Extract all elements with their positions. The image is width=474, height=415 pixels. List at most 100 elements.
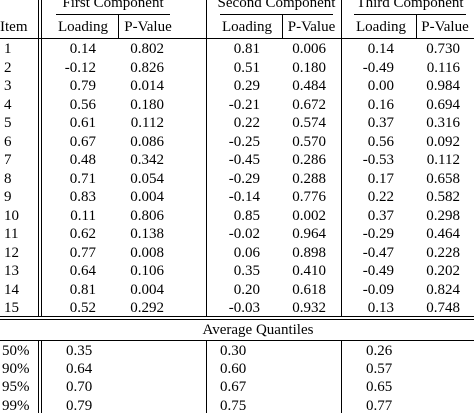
loading-value: 0.13: [367, 300, 394, 316]
quantile-value: 0.35: [66, 343, 93, 359]
p-value: 0.748: [426, 300, 460, 316]
group-underline: [354, 14, 466, 15]
p-value: 0.006: [292, 41, 326, 57]
loading-value: 0.83: [69, 189, 96, 205]
quantile-value: 0.77: [366, 397, 393, 414]
subcol-rule: [416, 14, 417, 38]
item-column-rule-lower-2: [41, 340, 42, 413]
p-value: 0.484: [292, 78, 326, 94]
loading-value: 0.06: [233, 244, 260, 261]
p-value: 0.180: [292, 59, 326, 76]
p-value: 0.802: [130, 41, 164, 57]
p-value: 0.298: [426, 207, 460, 224]
item-number: 1: [4, 41, 12, 57]
p-value: 0.806: [130, 207, 164, 224]
quantile-label: 90%: [2, 361, 30, 378]
item-column-rule-2: [41, 0, 42, 317]
loading-value: -0.47: [362, 244, 394, 261]
loading-value: 0.20: [233, 281, 260, 298]
loading-value: -0.02: [228, 226, 260, 242]
loading-value: -0.21: [228, 96, 260, 113]
p-value: 0.008: [130, 244, 164, 261]
group-underline: [56, 14, 170, 15]
group-header: Third Component: [356, 0, 464, 11]
loading-value: -0.12: [64, 59, 96, 76]
loading-value: -0.25: [228, 133, 260, 150]
p-value: 0.694: [426, 96, 460, 113]
p-value: 0.228: [426, 244, 460, 261]
p-value: 0.984: [426, 78, 460, 94]
quantile-value: 0.57: [366, 361, 393, 378]
item-number: 10: [4, 207, 19, 224]
loading-value: 0.37: [367, 115, 394, 131]
item-number: 7: [4, 152, 12, 168]
p-value: 0.316: [426, 115, 460, 131]
loading-value: -0.09: [362, 281, 394, 298]
p-value: 0.004: [130, 281, 164, 298]
loading-value: 0.56: [367, 133, 394, 150]
item-header: Item: [0, 19, 28, 35]
loading-value: 0.00: [367, 78, 394, 94]
loading-value: 0.22: [367, 189, 394, 205]
item-number: 14: [4, 281, 19, 298]
group-underline: [220, 14, 333, 15]
loading-value: 0.48: [69, 152, 96, 168]
p-value: 0.932: [292, 300, 326, 316]
loading-value: 0.37: [367, 207, 394, 224]
loading-value: 0.35: [233, 263, 260, 279]
column-header: P-Value: [421, 19, 469, 35]
group-header: First Component: [62, 0, 164, 11]
p-value: 0.570: [292, 133, 326, 150]
item-column-rule-lower: [38, 340, 39, 413]
subcol-rule: [282, 14, 283, 38]
p-value: 0.092: [426, 133, 460, 150]
loading-value: -0.53: [362, 152, 394, 168]
p-value: 0.776: [292, 189, 326, 205]
group-rule-2-lower: [341, 340, 342, 413]
group-rule-lower: [206, 340, 207, 413]
p-value: 0.288: [292, 170, 326, 187]
p-value: 0.116: [426, 59, 460, 76]
item-number: 13: [4, 263, 19, 279]
loading-value: -0.03: [228, 300, 260, 316]
section-rule-top-2: [0, 319, 474, 320]
group-rule-2: [341, 0, 342, 317]
loading-value: 0.14: [367, 41, 394, 57]
section-rule-top: [0, 316, 474, 317]
p-value: 0.286: [292, 152, 326, 168]
quantile-value: 0.70: [66, 379, 93, 396]
loading-value: 0.81: [69, 281, 96, 298]
item-column-rule: [38, 0, 39, 317]
column-header: P-Value: [287, 19, 336, 35]
quantile-label: 50%: [2, 343, 30, 359]
item-number: 4: [4, 96, 12, 113]
p-value: 0.180: [130, 96, 164, 113]
item-number: 5: [4, 115, 12, 131]
p-value: 0.054: [130, 170, 164, 187]
p-value: 0.730: [426, 41, 460, 57]
p-value: 0.292: [130, 300, 164, 316]
quantile-label: 95%: [2, 379, 30, 396]
p-value: 0.964: [292, 226, 326, 242]
p-value: 0.086: [130, 133, 164, 150]
p-value: 0.106: [130, 263, 164, 279]
p-value: 0.112: [426, 152, 460, 168]
p-value: 0.002: [292, 207, 326, 224]
p-value: 0.342: [130, 152, 164, 168]
loading-value: 0.85: [233, 207, 260, 224]
loading-value: -0.14: [228, 189, 260, 205]
loading-value: 0.62: [69, 226, 96, 242]
column-header: Loading: [356, 19, 406, 35]
loading-value: 0.56: [69, 96, 96, 113]
quantiles-title: Average Quantiles: [202, 322, 314, 338]
loading-value: 0.77: [69, 244, 96, 261]
item-number: 9: [4, 189, 12, 205]
loading-value: 0.67: [69, 133, 96, 150]
loading-value: 0.29: [233, 78, 260, 94]
loading-value: -0.29: [228, 170, 260, 187]
quantile-value: 0.79: [66, 397, 93, 414]
loading-value: -0.29: [362, 226, 394, 242]
p-value: 0.618: [292, 281, 326, 298]
quantile-value: 0.65: [366, 379, 393, 396]
